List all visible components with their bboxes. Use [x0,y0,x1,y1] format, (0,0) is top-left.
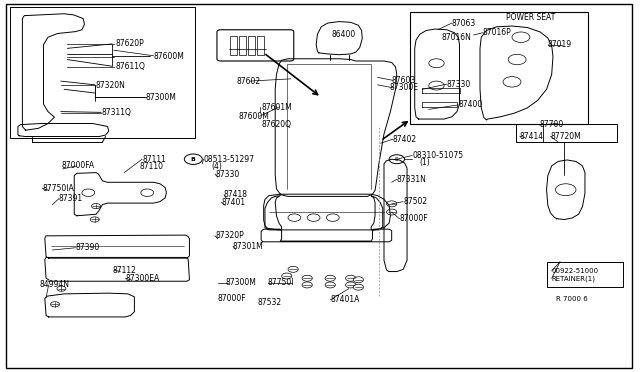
Text: POWER SEAT: POWER SEAT [506,13,555,22]
Circle shape [288,214,301,221]
Text: S: S [395,157,399,162]
Text: 87320P: 87320P [215,231,244,240]
Text: 87331N: 87331N [397,175,427,184]
Bar [10,7,195,138]
Circle shape [387,209,397,215]
Text: 08513-51297: 08513-51297 [204,155,255,164]
Circle shape [346,275,356,281]
Text: (4): (4) [211,162,222,171]
Text: 87600M: 87600M [238,112,269,121]
Text: 87532: 87532 [257,298,282,307]
FancyBboxPatch shape [217,30,294,61]
Text: 87330: 87330 [215,170,239,179]
Text: B: B [191,157,196,162]
Text: 87603: 87603 [392,76,416,85]
Circle shape [556,184,576,196]
Text: 87700: 87700 [540,121,564,129]
Text: 87600M: 87600M [154,52,184,61]
Circle shape [141,189,154,196]
Text: 87720M: 87720M [550,132,581,141]
Circle shape [82,189,95,196]
Circle shape [282,273,292,279]
Text: 84994N: 84994N [40,280,70,289]
Text: 87390: 87390 [76,243,100,252]
Circle shape [503,77,521,87]
Text: 87401: 87401 [221,198,246,207]
Circle shape [325,282,335,288]
Circle shape [353,277,364,283]
Text: 08310-51075: 08310-51075 [412,151,463,160]
Text: 87300M: 87300M [146,93,177,102]
Text: 87750IA: 87750IA [42,184,74,193]
Bar [239,36,246,55]
Text: 87620Q: 87620Q [261,120,291,129]
Bar [230,36,237,55]
Text: 87401A: 87401A [330,295,360,304]
Text: 87400: 87400 [458,100,483,109]
Text: 87601M: 87601M [261,103,292,112]
Text: 87620P: 87620P [115,39,144,48]
Text: 87414: 87414 [520,132,544,141]
Circle shape [508,54,526,65]
Text: 87502: 87502 [403,197,428,206]
Text: 87016N: 87016N [442,33,472,42]
Text: 87391: 87391 [59,194,83,203]
Text: R 7000 6: R 7000 6 [556,296,588,302]
Text: 87402: 87402 [393,135,417,144]
Circle shape [387,201,397,207]
Circle shape [184,154,202,164]
Circle shape [326,214,339,221]
Text: 87112: 87112 [113,266,136,275]
Text: 87063: 87063 [452,19,476,28]
Bar [516,124,617,142]
Text: 87000F: 87000F [399,214,428,223]
Text: 87300E: 87300E [389,83,418,92]
Circle shape [57,286,66,291]
Text: (1): (1) [420,158,431,167]
Text: 87300EA: 87300EA [125,274,160,283]
Circle shape [302,282,312,288]
Text: 87019: 87019 [548,40,572,49]
Circle shape [512,32,530,42]
Circle shape [353,284,364,290]
Text: 87750l: 87750l [268,278,294,287]
Text: 87320N: 87320N [96,81,126,90]
Text: 87000F: 87000F [218,294,246,303]
Circle shape [429,81,444,90]
Circle shape [302,275,312,281]
Text: 87300M: 87300M [225,278,256,287]
Bar [410,12,588,124]
Text: 87311Q: 87311Q [101,108,131,117]
Text: 87602: 87602 [237,77,261,86]
Circle shape [325,275,335,281]
Text: 87111: 87111 [142,155,166,164]
Text: 87418: 87418 [224,190,248,199]
Circle shape [90,217,99,222]
Text: 87016P: 87016P [483,28,511,37]
Circle shape [389,155,404,164]
Circle shape [288,266,298,272]
Text: RETAINER(1): RETAINER(1) [552,275,596,282]
Circle shape [429,59,444,68]
Text: 00922-51000: 00922-51000 [552,268,599,274]
Bar [547,262,623,287]
Text: 87000FA: 87000FA [61,161,95,170]
Circle shape [92,203,100,209]
Text: 86400: 86400 [332,31,356,39]
Text: 87611Q: 87611Q [115,62,145,71]
Circle shape [307,214,320,221]
Text: 87301M: 87301M [233,242,264,251]
Circle shape [51,302,60,307]
Bar [257,36,264,55]
Circle shape [346,282,356,288]
Text: 87110: 87110 [140,162,164,171]
Bar [248,36,255,55]
Text: 87330: 87330 [446,80,470,89]
